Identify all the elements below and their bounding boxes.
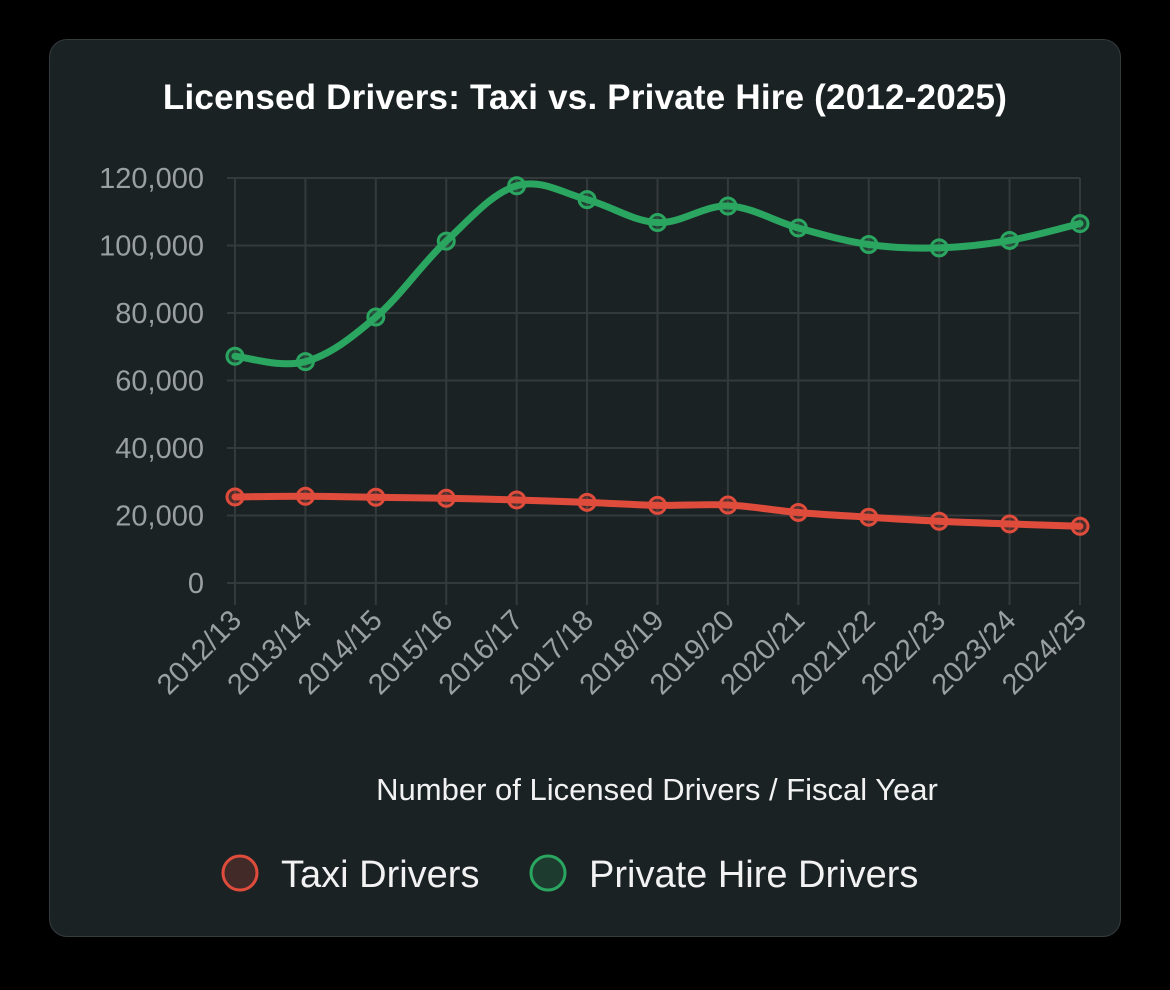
chart-title: Licensed Drivers: Taxi vs. Private Hire …	[162, 78, 1008, 117]
chart-card: Licensed Drivers: Taxi vs. Private Hire …	[49, 39, 1121, 937]
